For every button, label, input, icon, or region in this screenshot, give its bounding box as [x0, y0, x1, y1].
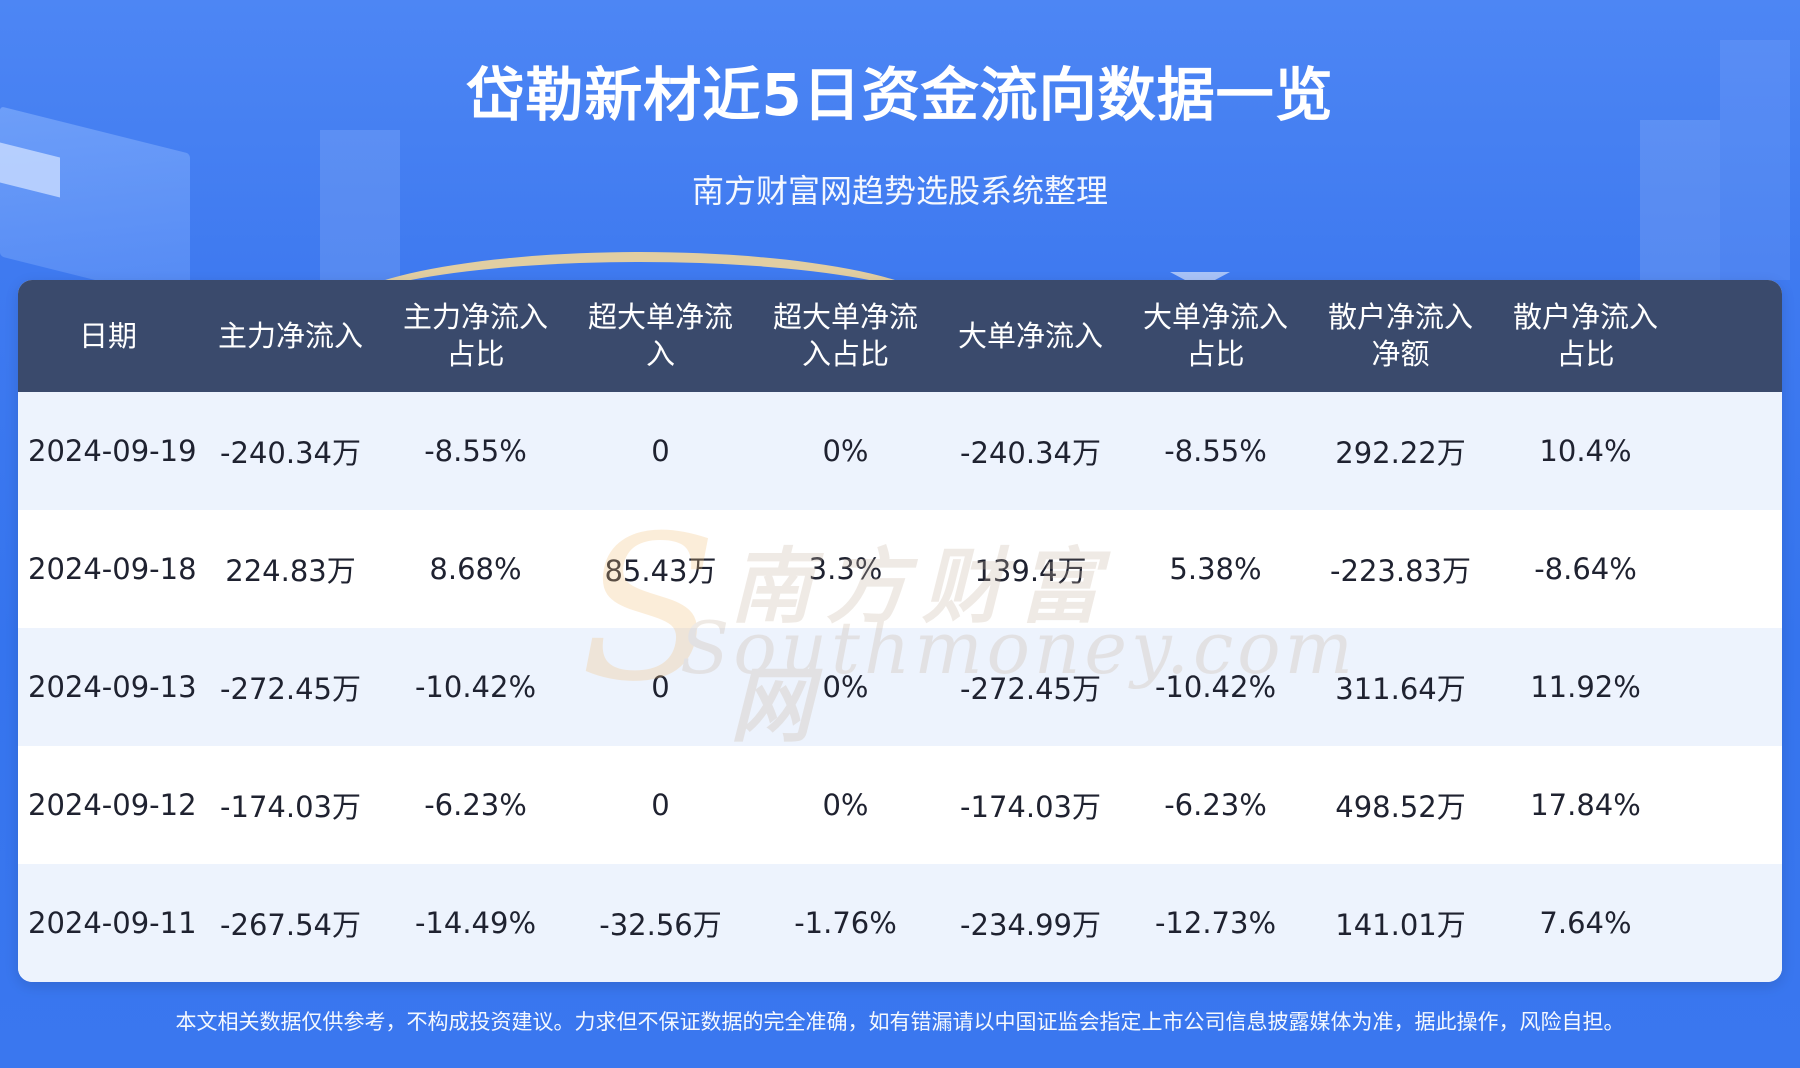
value-cell: 3.3%	[808, 552, 883, 586]
value-cell: 5.38%	[1169, 552, 1262, 586]
value-cell: 139.4万	[974, 554, 1087, 588]
column-header: 日期	[78, 318, 137, 353]
value-cell: 0%	[822, 788, 869, 822]
background-decoration-arc	[330, 252, 950, 382]
value-cell: 311.64万	[1335, 672, 1466, 706]
value-cell: -12.73%	[1154, 906, 1277, 940]
value-cell: -8.64%	[1534, 552, 1637, 586]
date-cell: 2024-09-19	[28, 434, 197, 468]
value-cell: 141.01万	[1335, 908, 1466, 942]
value-cell: -10.42%	[1154, 670, 1277, 704]
value-cell: -6.23%	[1164, 788, 1267, 822]
table-row: 2024-09-18 224.83万 8.68% 85.43万 3.3% 139.4万 5.…	[18, 510, 1782, 628]
table-body: 2024-09-19 -240.34万 -8.55% 0 0% -240.34万 -8.55…	[18, 392, 1782, 982]
value-cell: -267.54万	[220, 908, 361, 942]
value-cell: -240.34万	[220, 436, 361, 470]
value-cell: 0%	[822, 670, 869, 704]
value-cell: -223.83万	[1330, 554, 1471, 588]
date-cell: 2024-09-18	[28, 552, 197, 586]
date-cell: 2024-09-11	[28, 906, 197, 940]
value-cell: 8.68%	[429, 552, 522, 586]
value-cell: 7.64%	[1539, 906, 1632, 940]
value-cell: 0%	[822, 434, 869, 468]
value-cell: -272.45万	[960, 672, 1101, 706]
value-cell: -8.55%	[1164, 434, 1267, 468]
value-cell: -10.42%	[414, 670, 537, 704]
table-row: 2024-09-19 -240.34万 -8.55% 0 0% -240.34万 -8.55…	[18, 392, 1782, 510]
column-header: 散户净流入 占比	[1512, 300, 1658, 371]
value-cell: -272.45万	[220, 672, 361, 706]
value-cell: -8.55%	[424, 434, 527, 468]
value-cell: 10.4%	[1539, 434, 1632, 468]
column-header: 超大单净流 入占比	[772, 300, 918, 371]
page-subtitle: 南方财富网趋势选股系统整理	[691, 172, 1108, 210]
column-header: 主力净流入	[217, 318, 363, 353]
value-cell: -174.03万	[960, 790, 1101, 824]
disclaimer-footer: 本文相关数据仅供参考，不构成投资建议。力求但不保证数据的完全准确，如有错漏请以中…	[175, 1010, 1625, 1034]
value-cell: 11.92%	[1530, 670, 1641, 704]
value-cell: 498.52万	[1335, 790, 1466, 824]
background-decoration-pillar	[320, 130, 400, 280]
column-header: 大单净流入	[957, 318, 1103, 353]
value-cell: -234.99万	[960, 908, 1101, 942]
value-cell: 0	[651, 434, 670, 468]
table-row: 2024-09-12 -174.03万 -6.23% 0 0% -174.03万 -6.23…	[18, 746, 1782, 864]
value-cell: -6.23%	[424, 788, 527, 822]
column-header: 主力净流入 占比	[402, 300, 548, 371]
data-table-card: 日期 主力净流入 主力净流入 占比 超大单净流 入超大单净流 入占比 大单净流入 大单净流…	[18, 280, 1782, 982]
value-cell: 0	[651, 670, 670, 704]
table-row: 2024-09-11 -267.54万 -14.49% -32.56万 -1.76% -2…	[18, 864, 1782, 982]
value-cell: 85.43万	[604, 554, 717, 588]
value-cell: 0	[651, 788, 670, 822]
background-decoration-pillar	[1720, 40, 1790, 280]
value-cell: -240.34万	[960, 436, 1101, 470]
value-cell: -1.76%	[794, 906, 897, 940]
value-cell: -174.03万	[220, 790, 361, 824]
column-header: 散户净流入 净额	[1327, 300, 1473, 371]
value-cell: 17.84%	[1530, 788, 1641, 822]
page-title: 岱勒新材近5日资金流向数据一览	[466, 61, 1334, 129]
date-cell: 2024-09-13	[28, 670, 197, 704]
table-row: 2024-09-13 -272.45万 -10.42% 0 0% -272.45万 -10.…	[18, 628, 1782, 746]
background-decoration-pillar	[1640, 120, 1720, 280]
column-header: 超大单净流 入	[587, 300, 733, 371]
value-cell: 224.83万	[225, 554, 356, 588]
date-cell: 2024-09-12	[28, 788, 197, 822]
column-header: 大单净流入 占比	[1142, 300, 1288, 371]
value-cell: -32.56万	[599, 908, 722, 942]
table-header-row: 日期 主力净流入 主力净流入 占比 超大单净流 入超大单净流 入占比 大单净流入 大单净流…	[18, 280, 1782, 392]
value-cell: 292.22万	[1335, 436, 1466, 470]
value-cell: -14.49%	[414, 906, 537, 940]
